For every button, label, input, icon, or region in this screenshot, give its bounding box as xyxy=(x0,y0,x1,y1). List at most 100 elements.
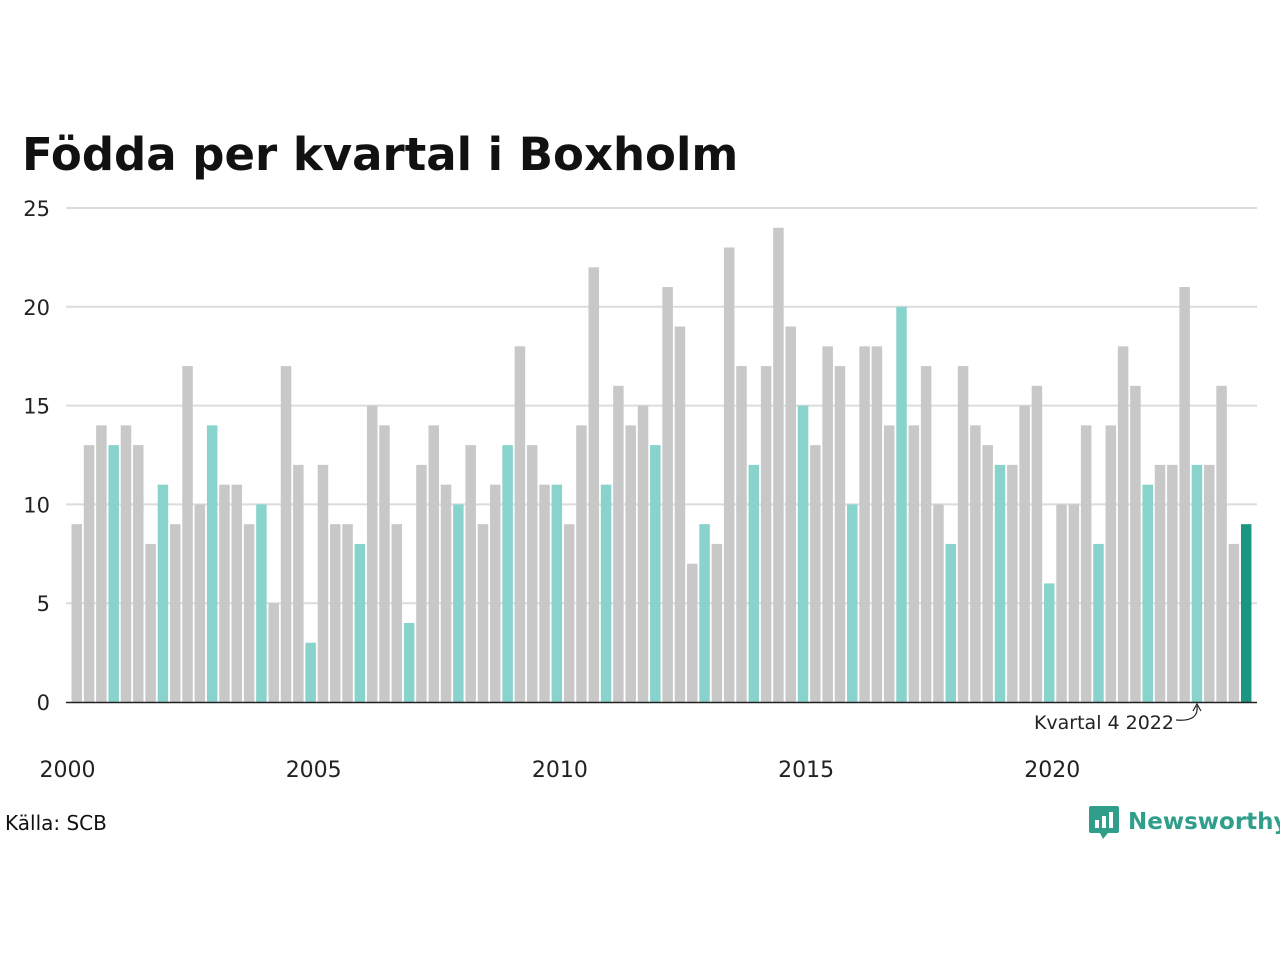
bar xyxy=(490,484,501,702)
bar xyxy=(157,484,169,702)
annotation-arrow xyxy=(1175,705,1198,721)
bar xyxy=(810,445,821,702)
y-tick-label: 5 xyxy=(37,592,50,616)
bar xyxy=(219,484,230,702)
bar xyxy=(822,346,833,702)
bar xyxy=(662,287,673,702)
bar xyxy=(711,543,723,702)
bar xyxy=(1105,425,1117,702)
bar xyxy=(83,445,95,702)
bar xyxy=(625,425,636,702)
bar xyxy=(96,425,107,702)
bar xyxy=(994,464,1006,702)
bar xyxy=(650,445,661,702)
bar xyxy=(773,227,784,702)
bar xyxy=(280,366,292,702)
bar xyxy=(243,524,255,702)
bar xyxy=(1031,385,1043,702)
bar xyxy=(268,603,279,702)
bar xyxy=(1068,504,1080,702)
bar xyxy=(896,306,907,702)
bar xyxy=(797,405,809,702)
brand-name: Newsworthy xyxy=(1128,809,1280,835)
annotation-arrowhead xyxy=(1192,702,1202,712)
y-tick-label: 25 xyxy=(23,197,50,221)
bar xyxy=(785,326,796,702)
source-note: Källa: SCB xyxy=(5,811,107,835)
bar xyxy=(723,247,735,702)
annotation: Kvartal 4 2022 xyxy=(1034,702,1202,734)
bar xyxy=(391,524,403,702)
bar xyxy=(637,405,649,702)
y-tick-label: 20 xyxy=(23,296,50,320)
bar xyxy=(1191,464,1203,702)
bar xyxy=(933,504,944,702)
bar xyxy=(736,366,747,702)
bar xyxy=(1043,583,1055,702)
bar xyxy=(526,445,538,702)
bar xyxy=(514,346,526,702)
bar xyxy=(1154,464,1166,702)
y-tick-label: 0 xyxy=(37,691,50,715)
bar xyxy=(871,346,883,702)
bar xyxy=(465,445,476,702)
bar xyxy=(699,524,710,702)
bar xyxy=(1117,346,1129,702)
bar xyxy=(1007,464,1018,702)
bar xyxy=(982,445,993,702)
bar xyxy=(293,464,304,702)
bar xyxy=(1204,464,1215,702)
bar xyxy=(71,524,82,702)
chart-title: Födda per kvartal i Boxholm xyxy=(22,128,739,181)
bar xyxy=(748,464,760,702)
bar xyxy=(945,543,957,702)
bar xyxy=(440,484,452,702)
bar xyxy=(674,326,686,702)
x-tick-label: 2020 xyxy=(1024,758,1080,783)
y-tick-label: 15 xyxy=(23,395,50,419)
bar xyxy=(613,385,624,702)
bar xyxy=(576,425,587,702)
bar xyxy=(1130,385,1141,702)
bar xyxy=(834,366,846,702)
bar xyxy=(687,563,698,702)
x-tick-label: 2000 xyxy=(40,758,96,783)
bar xyxy=(305,642,316,702)
bar xyxy=(206,425,218,702)
bar xyxy=(416,464,427,702)
bar xyxy=(1179,287,1190,702)
x-tick-label: 2005 xyxy=(286,758,342,783)
axes: 0 5 10 15 20 25 2000 2005 2010 2015 2020 xyxy=(23,197,1257,783)
bar xyxy=(1240,524,1252,702)
bar xyxy=(330,524,341,702)
bar xyxy=(957,366,969,702)
bar xyxy=(920,366,932,702)
bar xyxy=(1216,385,1227,702)
bar xyxy=(1056,504,1067,702)
bar xyxy=(563,524,575,702)
newsworthy-logo-icon xyxy=(1089,806,1119,839)
bar xyxy=(182,366,193,702)
bar xyxy=(342,524,353,702)
bar xyxy=(539,484,550,702)
bar xyxy=(366,405,378,702)
x-tick-label: 2015 xyxy=(778,758,834,783)
bar xyxy=(883,425,895,702)
bar xyxy=(403,622,415,702)
bars xyxy=(71,227,1252,702)
bar xyxy=(169,524,181,702)
bar xyxy=(231,484,243,702)
bar xyxy=(970,425,981,702)
bar xyxy=(760,366,772,702)
y-tick-label: 10 xyxy=(23,493,50,517)
bar xyxy=(551,484,563,702)
bar xyxy=(1019,405,1030,702)
bar xyxy=(379,425,390,702)
bar xyxy=(502,445,513,702)
bar xyxy=(428,425,439,702)
bar xyxy=(317,464,329,702)
bar xyxy=(1093,543,1104,702)
bar xyxy=(1080,425,1092,702)
bar xyxy=(588,267,600,702)
